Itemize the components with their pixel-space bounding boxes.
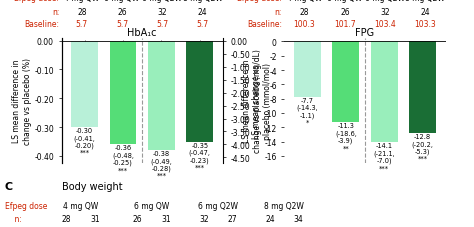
Y-axis label: LS mean difference in
change vs placebo (mg/dL): LS mean difference in change vs placebo … [242,49,262,153]
Text: 28: 28 [77,8,87,17]
Y-axis label: LS mean change vs
placebo (mmol/mol): LS mean change vs placebo (mmol/mol) [252,63,273,139]
Text: 31: 31 [161,215,171,223]
Text: 24: 24 [420,8,430,17]
Text: Efpeg dose:: Efpeg dose: [14,0,59,3]
Text: Baseline:: Baseline: [24,20,59,29]
Bar [409,42,436,133]
Text: 101.7: 101.7 [334,20,356,29]
Text: 31: 31 [90,215,100,223]
Text: -11.3
(-18.6,
-3.9)
**: -11.3 (-18.6, -3.9) ** [335,123,356,151]
Text: 24: 24 [198,8,208,17]
Y-axis label: LS mean difference in
change vs placebo (%): LS mean difference in change vs placebo … [12,58,32,144]
Text: 100.3: 100.3 [294,20,315,29]
Text: 6 mg QW: 6 mg QW [134,201,169,210]
Bar [371,42,398,143]
Text: Baseline:: Baseline: [247,20,282,29]
Text: 4 mg QW: 4 mg QW [64,0,100,3]
Text: 6 mg Q2W: 6 mg Q2W [365,0,405,3]
Text: 8 mg Q2W: 8 mg Q2W [182,0,223,3]
Text: 27: 27 [228,215,237,223]
Text: 4 mg QW: 4 mg QW [287,0,322,3]
Text: -0.35
(-0.47,
-0.23)
***: -0.35 (-0.47, -0.23) *** [189,142,211,170]
Text: 103.3: 103.3 [415,20,436,29]
Title: HbA₁c: HbA₁c [128,28,157,38]
Text: 6 mg Q2W: 6 mg Q2W [142,0,182,3]
Text: Body weight: Body weight [62,182,122,192]
Text: 24: 24 [265,215,275,223]
Text: n:: n: [5,215,22,223]
Text: 28: 28 [300,8,310,17]
Text: -14.1
(-21.1,
-7.0)
***: -14.1 (-21.1, -7.0) *** [374,143,395,171]
Text: 34: 34 [294,215,303,223]
Bar [332,42,359,123]
Text: n:: n: [274,8,282,17]
Text: C: C [5,182,13,192]
Text: 103.4: 103.4 [374,20,396,29]
Text: -7.7
(-14.3,
-1.1)
*: -7.7 (-14.3, -1.1) * [297,97,318,125]
Text: 6 mg Q2W: 6 mg Q2W [198,201,238,210]
Text: 26: 26 [133,215,142,223]
Text: 32: 32 [380,8,390,17]
Text: 8 mg Q2W: 8 mg Q2W [264,201,304,210]
Bar [294,42,321,97]
Text: 5.7: 5.7 [197,20,209,29]
Text: 32: 32 [157,8,167,17]
Title: FPG: FPG [356,28,374,38]
Text: n:: n: [52,8,59,17]
Text: 5.7: 5.7 [116,20,128,29]
Text: Efpeg dose:: Efpeg dose: [237,0,282,3]
Text: 5.7: 5.7 [156,20,168,29]
Text: -12.8
(-20.2,
-5.3)
***: -12.8 (-20.2, -5.3) *** [411,133,434,161]
Text: 32: 32 [199,215,209,223]
Text: 6 mg QW: 6 mg QW [327,0,363,3]
Text: 5.7: 5.7 [76,20,88,29]
Bar [109,42,137,145]
Text: Efpeg dose: Efpeg dose [5,201,47,210]
Text: 6 mg QW: 6 mg QW [104,0,140,3]
Text: 26: 26 [117,8,127,17]
Text: -0.36
(-0.48,
-0.25)
***: -0.36 (-0.48, -0.25) *** [112,145,134,173]
Text: 28: 28 [62,215,71,223]
Text: -0.30
(-0.41,
-0.20)
***: -0.30 (-0.41, -0.20) *** [74,128,96,155]
Bar [186,42,213,142]
Text: -0.38
(-0.49,
-0.28)
***: -0.38 (-0.49, -0.28) *** [151,151,172,178]
Bar [148,42,175,151]
Bar [71,42,98,128]
Text: 26: 26 [340,8,350,17]
Text: 4 mg QW: 4 mg QW [63,201,98,210]
Text: 8 mg Q2W: 8 mg Q2W [405,0,446,3]
